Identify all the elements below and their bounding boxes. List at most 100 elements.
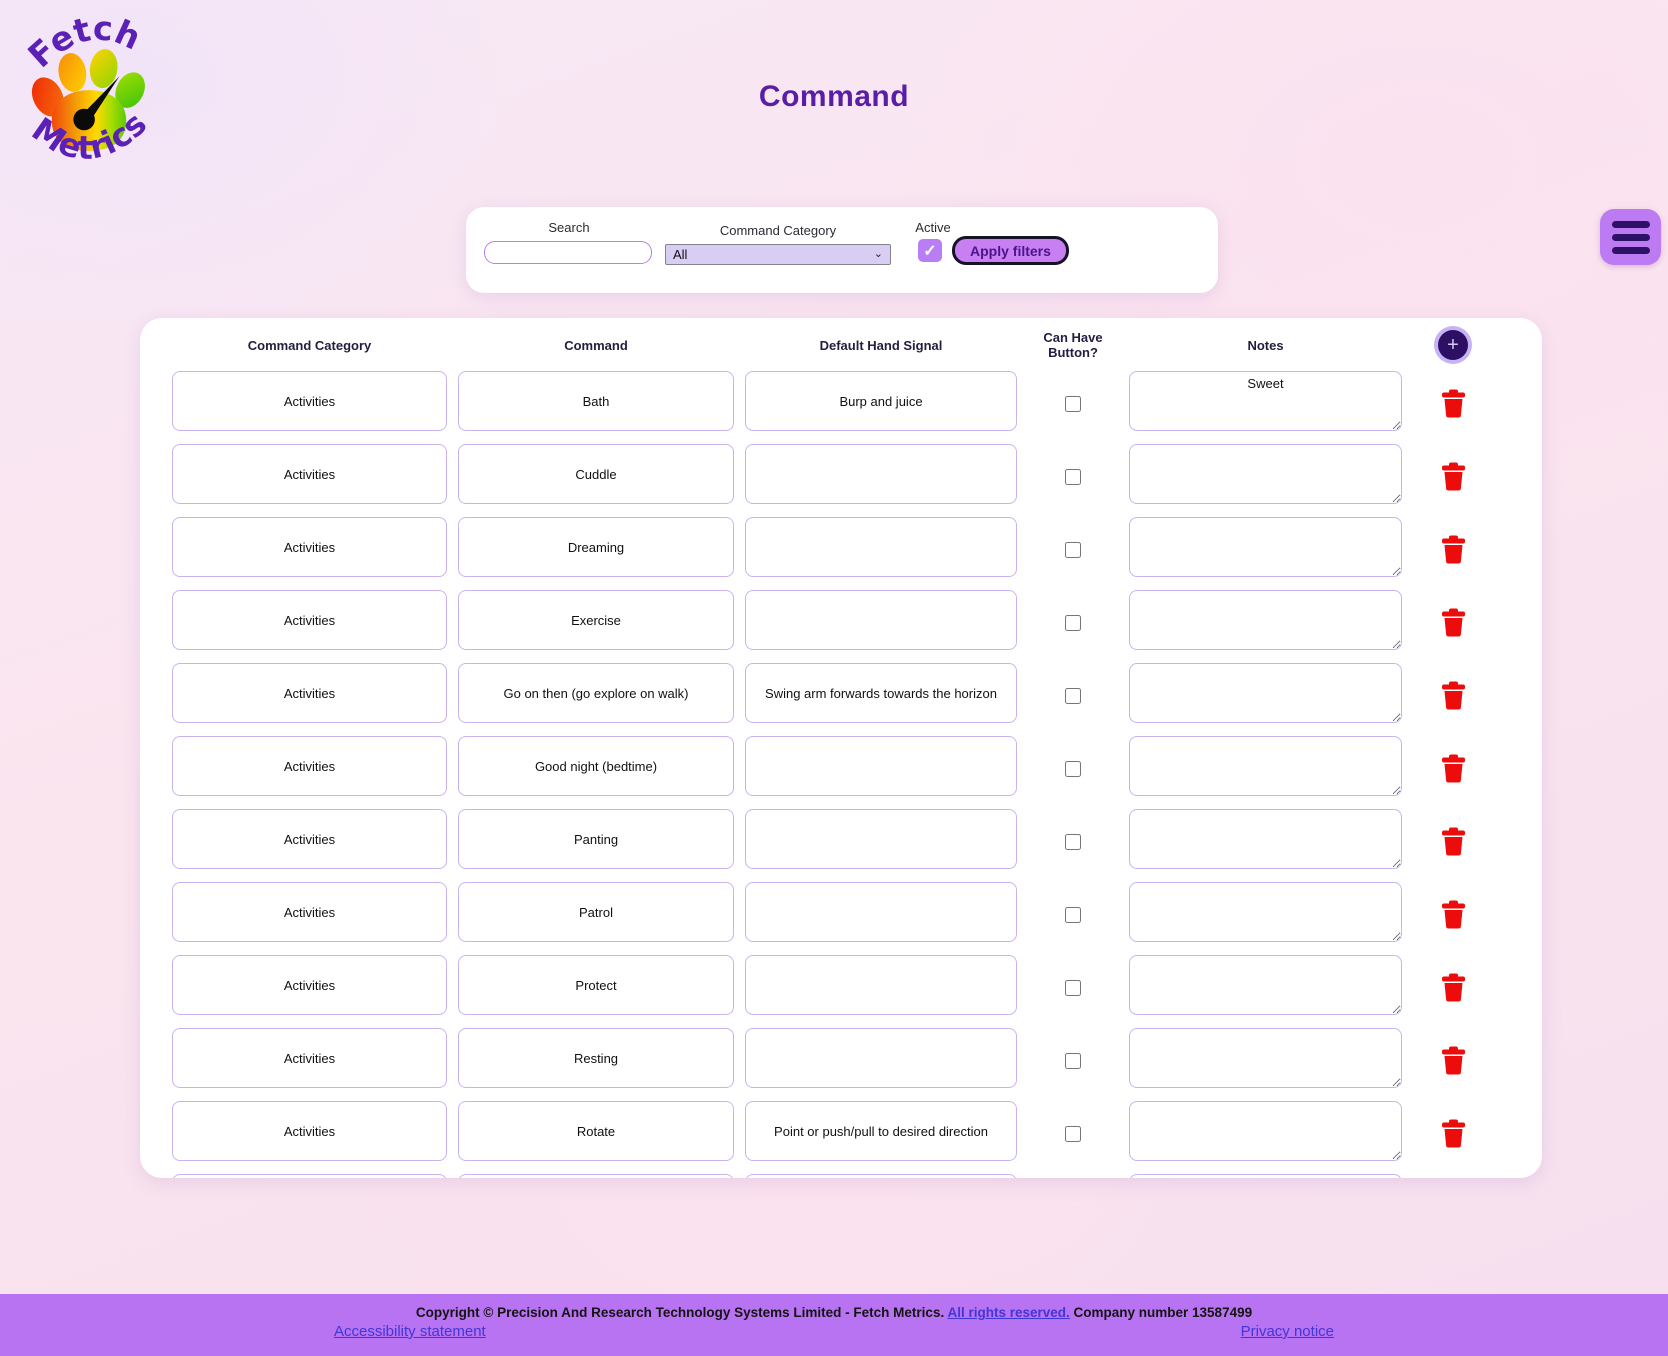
default-hand-signal-cell: Swing arm forwards towards the horizon — [745, 663, 1017, 723]
check-icon: ✓ — [923, 242, 937, 260]
trash-icon — [1441, 827, 1465, 856]
delete-row-button[interactable] — [1441, 535, 1466, 564]
can-have-button-checkbox[interactable] — [1065, 906, 1081, 923]
delete-row-button[interactable] — [1441, 973, 1466, 1002]
command-cell: Patrol — [458, 882, 734, 942]
search-input[interactable] — [484, 241, 652, 264]
accessibility-statement-link[interactable]: Accessibility statement — [334, 1323, 486, 1340]
delete-row-button[interactable] — [1441, 389, 1466, 418]
can-have-button-checkbox[interactable] — [1065, 760, 1081, 777]
default-hand-signal-cell — [745, 444, 1017, 504]
table-row — [172, 1174, 1496, 1178]
table-row: Activities Dreaming — [172, 517, 1496, 577]
table-row: Activities Go on then (go explore on wal… — [172, 663, 1496, 723]
command-category-cell: Activities — [172, 736, 447, 796]
can-have-button-checkbox[interactable] — [1065, 833, 1081, 850]
command-category-cell — [172, 1174, 447, 1178]
default-hand-signal-cell — [745, 1028, 1017, 1088]
search-label: Search — [548, 220, 590, 235]
delete-row-button[interactable] — [1441, 462, 1466, 491]
command-cell: Cuddle — [458, 444, 734, 504]
trash-icon — [1441, 754, 1465, 783]
delete-row-button[interactable] — [1441, 1046, 1466, 1075]
table-row: Activities Protect — [172, 955, 1496, 1015]
command-category-cell: Activities — [172, 809, 447, 869]
default-hand-signal-cell — [745, 955, 1017, 1015]
notes-textarea[interactable] — [1129, 663, 1402, 723]
notes-textarea[interactable] — [1129, 882, 1402, 942]
command-category-cell: Activities — [172, 1028, 447, 1088]
command-cell: Rotate — [458, 1101, 734, 1161]
can-have-button-checkbox[interactable] — [1065, 1125, 1081, 1142]
header-default-hand-signal: Default Hand Signal — [819, 337, 943, 353]
default-hand-signal-cell — [745, 809, 1017, 869]
privacy-notice-link[interactable]: Privacy notice — [1240, 1323, 1334, 1340]
can-have-button-checkbox[interactable] — [1065, 614, 1081, 631]
all-rights-reserved-link[interactable]: All rights reserved. — [947, 1305, 1070, 1320]
plus-icon: + — [1447, 334, 1459, 356]
table-row: Activities Bath Burp and juice — [172, 371, 1496, 431]
trash-icon — [1441, 535, 1465, 564]
notes-textarea[interactable] — [1129, 590, 1402, 650]
header-command: Command — [564, 337, 628, 353]
can-have-button-checkbox[interactable] — [1065, 1052, 1081, 1069]
can-have-button-checkbox[interactable] — [1065, 979, 1081, 996]
trash-icon — [1441, 681, 1465, 710]
notes-textarea[interactable] — [1129, 517, 1402, 577]
command-cell: Resting — [458, 1028, 734, 1088]
trash-icon — [1441, 973, 1465, 1002]
menu-button[interactable] — [1600, 209, 1661, 265]
can-have-button-checkbox[interactable] — [1065, 395, 1081, 412]
delete-row-button[interactable] — [1441, 608, 1466, 637]
apply-filters-button[interactable]: Apply filters — [952, 236, 1069, 265]
can-have-button-checkbox[interactable] — [1065, 468, 1081, 485]
command-cell: Good night (bedtime) — [458, 736, 734, 796]
notes-textarea[interactable] — [1129, 809, 1402, 869]
delete-row-button[interactable] — [1441, 754, 1466, 783]
default-hand-signal-cell: Point or push/pull to desired direction — [745, 1101, 1017, 1161]
default-hand-signal-cell — [745, 517, 1017, 577]
delete-row-button[interactable] — [1441, 1119, 1466, 1148]
trash-icon — [1441, 462, 1465, 491]
command-category-cell: Activities — [172, 517, 447, 577]
command-cell: Protect — [458, 955, 734, 1015]
delete-row-button[interactable] — [1441, 827, 1466, 856]
category-label: Command Category — [719, 223, 837, 238]
table-row: Activities Exercise — [172, 590, 1496, 650]
table-row: Activities Cuddle — [172, 444, 1496, 504]
table-header-row: Command Category Command Default Hand Si… — [172, 329, 1496, 361]
notes-textarea[interactable] — [1129, 1174, 1402, 1178]
notes-textarea[interactable] — [1129, 1101, 1402, 1161]
notes-textarea[interactable] — [1129, 444, 1402, 504]
command-cell: Panting — [458, 809, 734, 869]
table-row: Activities Resting — [172, 1028, 1496, 1088]
category-select[interactable]: All ⌄ — [665, 244, 891, 265]
trash-icon — [1441, 389, 1465, 418]
delete-row-button[interactable] — [1441, 681, 1466, 710]
default-hand-signal-cell: Burp and juice — [745, 371, 1017, 431]
notes-textarea[interactable] — [1129, 371, 1402, 431]
notes-textarea[interactable] — [1129, 1028, 1402, 1088]
fetch-metrics-logo: Fetch Metrics — [15, 2, 163, 190]
add-command-button[interactable]: + — [1438, 330, 1468, 360]
command-category-cell: Activities — [172, 444, 447, 504]
active-checkbox[interactable]: ✓ — [918, 239, 942, 262]
command-category-cell: Activities — [172, 663, 447, 723]
hamburger-icon — [1611, 220, 1650, 228]
default-hand-signal-cell — [745, 1174, 1017, 1178]
command-category-cell: Activities — [172, 590, 447, 650]
can-have-button-checkbox[interactable] — [1065, 687, 1081, 704]
chevron-down-icon: ⌄ — [873, 248, 883, 260]
default-hand-signal-cell — [745, 882, 1017, 942]
table-row: Activities Patrol — [172, 882, 1496, 942]
command-cell: Dreaming — [458, 517, 734, 577]
table-row: Activities Rotate Point or push/pull to … — [172, 1101, 1496, 1161]
command-cell: Exercise — [458, 590, 734, 650]
delete-row-button[interactable] — [1441, 900, 1466, 929]
table-row: Activities Panting — [172, 809, 1496, 869]
active-label: Active — [915, 220, 951, 235]
notes-textarea[interactable] — [1129, 736, 1402, 796]
notes-textarea[interactable] — [1129, 955, 1402, 1015]
can-have-button-checkbox[interactable] — [1065, 541, 1081, 558]
command-cell — [458, 1174, 734, 1178]
